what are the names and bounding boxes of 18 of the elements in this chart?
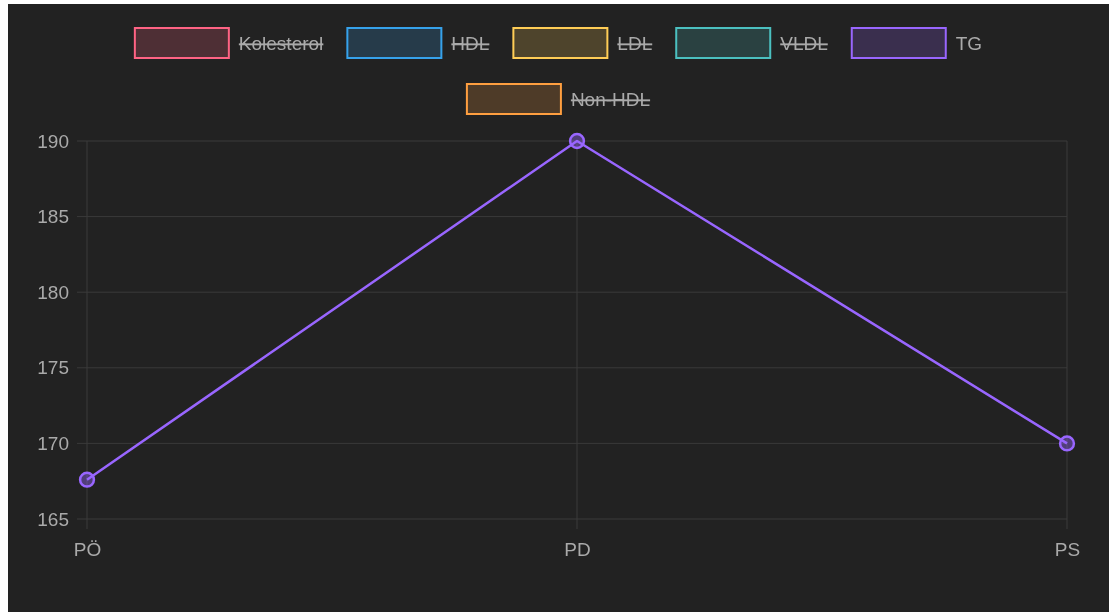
- legend-label: Kolesterol: [238, 33, 324, 54]
- y-tick-label: 180: [37, 281, 69, 303]
- legend-label: LDL: [617, 33, 653, 54]
- legend-label: TG: [955, 33, 983, 54]
- y-tick-label: 170: [37, 432, 69, 454]
- legend-label: Non-HDL: [570, 89, 651, 110]
- legend-label: VLDL: [780, 33, 828, 54]
- x-tick-label: PD: [564, 539, 591, 561]
- y-tick-label: 185: [37, 206, 69, 228]
- point: [568, 132, 586, 150]
- point: [78, 471, 96, 488]
- point: [1058, 435, 1076, 452]
- y-tick-label: 165: [37, 508, 69, 530]
- y-tick-label: 175: [37, 357, 69, 379]
- x-tick-label: PÖ: [73, 539, 102, 561]
- legend-label: HDL: [451, 33, 490, 54]
- x-tick-label: PS: [1054, 539, 1081, 561]
- y-tick-label: 190: [37, 130, 69, 152]
